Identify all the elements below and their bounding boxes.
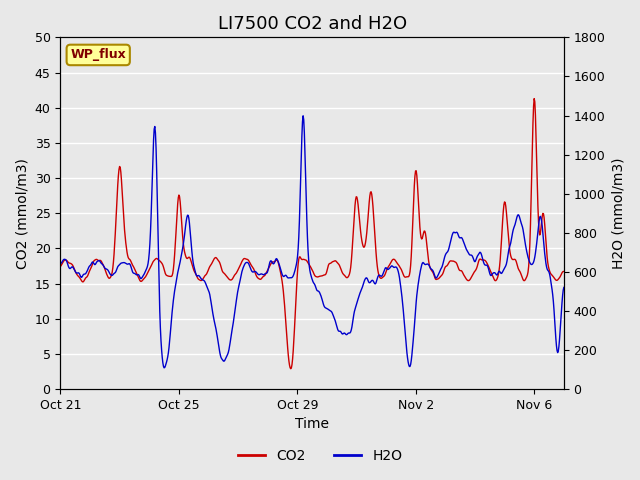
X-axis label: Time: Time — [295, 418, 329, 432]
Title: LI7500 CO2 and H2O: LI7500 CO2 and H2O — [218, 15, 406, 33]
Y-axis label: H2O (mmol/m3): H2O (mmol/m3) — [611, 157, 625, 269]
Y-axis label: CO2 (mmol/m3): CO2 (mmol/m3) — [15, 158, 29, 269]
Text: WP_flux: WP_flux — [70, 48, 126, 61]
Legend: CO2, H2O: CO2, H2O — [232, 443, 408, 468]
